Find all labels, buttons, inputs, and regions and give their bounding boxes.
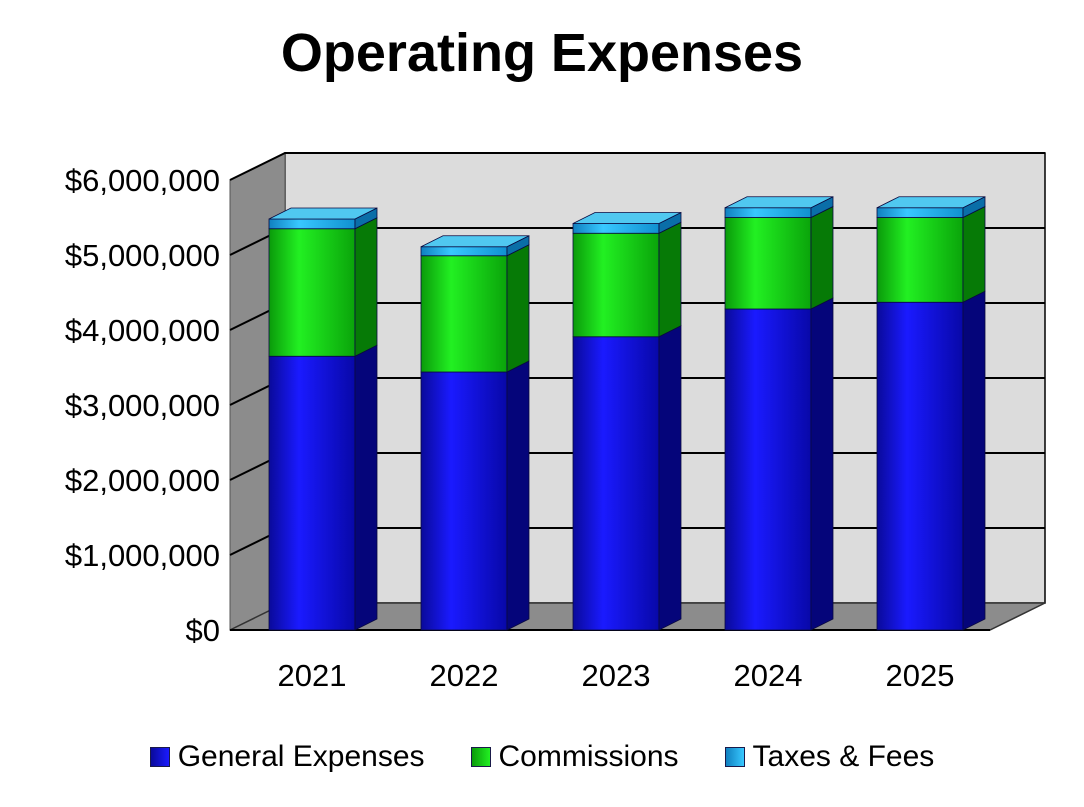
x-tick-label: 2025 bbox=[886, 658, 955, 693]
y-axis: $0 $1,000,000 $2,000,000 $3,000,000 $4,000,0… bbox=[65, 163, 220, 648]
bar-commissions-2025 bbox=[876, 205, 986, 303]
legend-label: General Expenses bbox=[177, 740, 425, 773]
bar-taxes-fees-2021 bbox=[268, 207, 378, 230]
legend-item-taxes-fees: Taxes & Fees bbox=[724, 740, 935, 774]
x-tick-label: 2021 bbox=[278, 658, 347, 693]
legend: General Expenses Commissions Taxes & Fees bbox=[0, 740, 1084, 774]
x-tick-label: 2023 bbox=[582, 658, 651, 693]
y-tick-label: $6,000,000 bbox=[65, 163, 220, 198]
bar-taxes-fees-2022 bbox=[420, 235, 530, 257]
legend-label: Commissions bbox=[498, 740, 679, 773]
bar-commissions-2023 bbox=[572, 221, 682, 338]
bar-general-expenses-2023 bbox=[572, 325, 682, 631]
y-tick-label: $5,000,000 bbox=[65, 238, 220, 273]
bar-general-expenses-2021 bbox=[268, 344, 378, 631]
y-tick-label: $1,000,000 bbox=[65, 538, 220, 573]
legend-item-general-expenses: General Expenses bbox=[149, 740, 425, 774]
y-tick-label: $3,000,000 bbox=[65, 388, 220, 423]
bar-general-expenses-2022 bbox=[420, 360, 530, 631]
legend-swatch bbox=[724, 747, 745, 767]
legend-swatch bbox=[149, 747, 170, 767]
bars bbox=[268, 196, 986, 631]
y-tick-label: $0 bbox=[186, 613, 220, 648]
bar-commissions-2024 bbox=[724, 205, 834, 310]
x-tick-label: 2024 bbox=[734, 658, 803, 693]
x-axis: 2021 2022 2023 2024 2025 bbox=[278, 658, 955, 693]
y-tick-label: $2,000,000 bbox=[65, 463, 220, 498]
legend-item-commissions: Commissions bbox=[470, 740, 679, 774]
bar-taxes-fees-2025 bbox=[876, 196, 986, 219]
chart-title: Operating Expenses bbox=[280, 23, 804, 83]
y-tick-label: $4,000,000 bbox=[65, 313, 220, 348]
legend-swatch bbox=[470, 747, 491, 767]
x-tick-label: 2022 bbox=[430, 658, 499, 693]
bar-commissions-2022 bbox=[420, 244, 530, 373]
bar-general-expenses-2025 bbox=[876, 290, 986, 631]
bar-taxes-fees-2024 bbox=[724, 196, 834, 219]
gridline bbox=[229, 152, 1045, 181]
bar-taxes-fees-2023 bbox=[572, 211, 682, 234]
legend-label: Taxes & Fees bbox=[752, 740, 935, 773]
bar-commissions-2021 bbox=[268, 217, 378, 357]
bar-general-expenses-2024 bbox=[724, 297, 834, 631]
